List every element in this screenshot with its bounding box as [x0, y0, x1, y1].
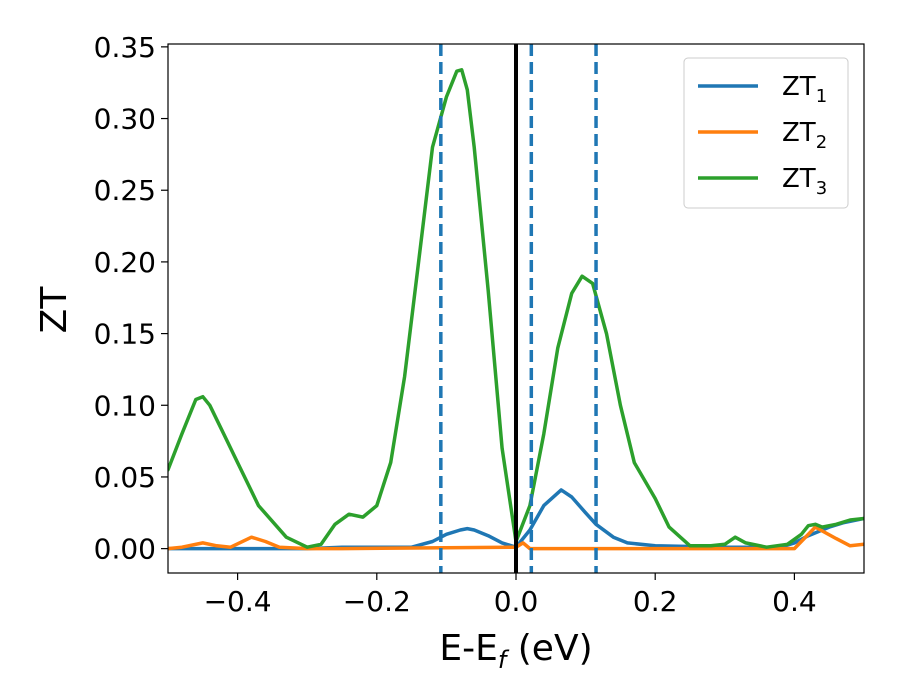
reference-lines: [439, 44, 598, 573]
x-tick-label: −0.2: [343, 585, 411, 618]
legend-box: [683, 57, 849, 209]
y-tick-label: 0.00: [94, 533, 156, 566]
series-layer: [168, 68, 864, 551]
legend-label-zt1: ZT1: [782, 72, 827, 107]
y-tick-label: 0.10: [94, 389, 156, 422]
y-tick-label: 0.25: [94, 174, 156, 207]
x-tick-label: 0.2: [633, 585, 678, 618]
x-axis-title: E-Ef (eV): [439, 628, 592, 674]
y-tick-label: 0.30: [94, 103, 156, 136]
y-tick-label: 0.20: [94, 246, 156, 279]
series-line-zt2: [168, 525, 864, 551]
y-tick-label: 0.35: [94, 31, 156, 64]
plot-frame: [167, 43, 865, 574]
tick-layer: −0.4 −0.2 0.0 0.2 0.4 0.00 0.05 0.10 0.15 0.20 0.2…: [94, 31, 817, 618]
legend-label-zt3: ZT3: [782, 164, 827, 199]
legend-label-zt2: ZT2: [782, 118, 827, 153]
x-axis-title-unit: (eV): [506, 628, 592, 669]
x-tick-label: −0.4: [204, 585, 272, 618]
legend: ZT1 ZT2 ZT3: [683, 57, 849, 209]
x-tick-label: 0.4: [772, 585, 817, 618]
y-tick-label: 0.05: [94, 461, 156, 494]
series-line-zt3: [168, 68, 864, 549]
y-axis-title: ZT: [34, 286, 75, 334]
y-tick-label: 0.15: [94, 318, 156, 351]
x-tick-label: 0.0: [494, 585, 539, 618]
